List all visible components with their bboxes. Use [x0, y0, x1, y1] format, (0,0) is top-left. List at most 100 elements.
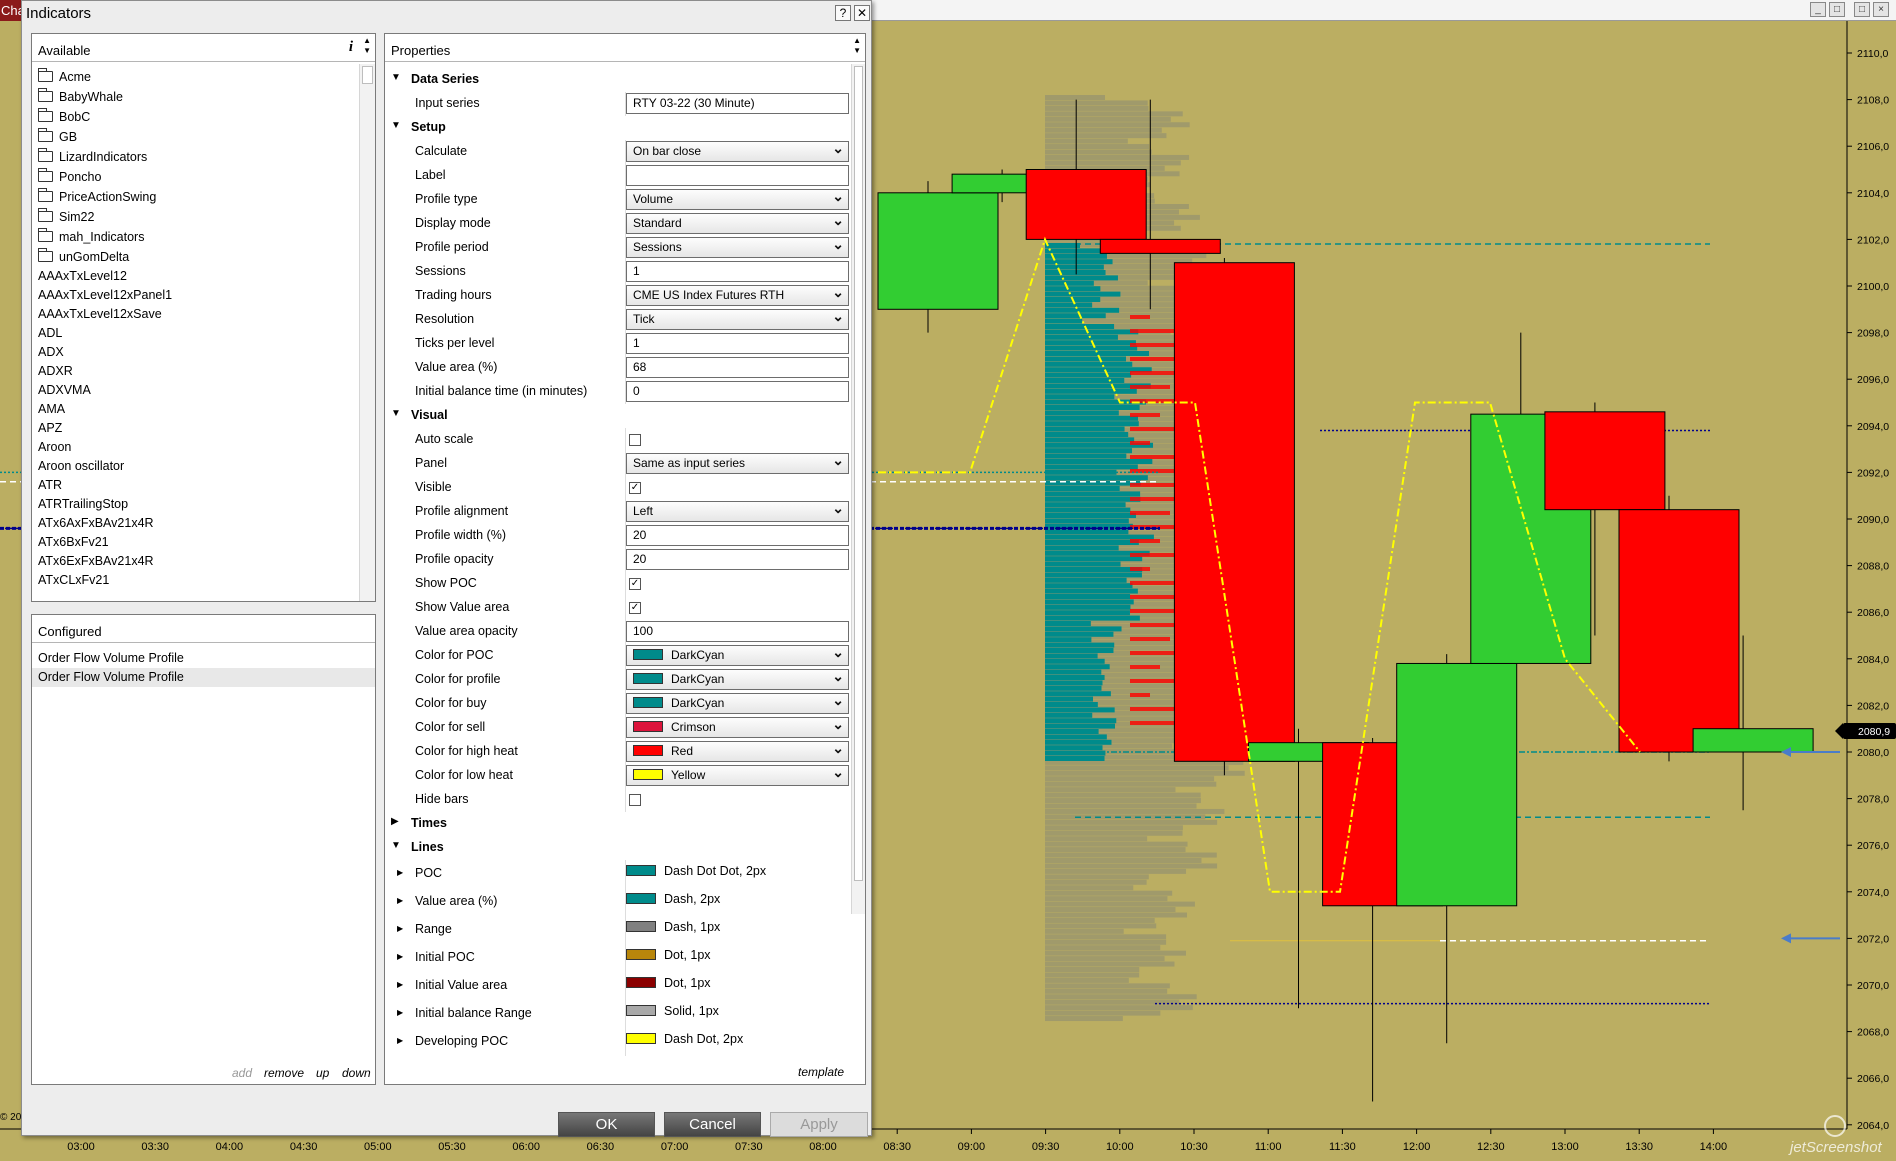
candle-body[interactable] — [1173, 262, 1295, 762]
property-checkbox[interactable] — [629, 434, 641, 446]
property-row[interactable]: Resolution Tick ⌄ — [389, 308, 849, 332]
line-style[interactable]: Dash Dot Dot, 2px — [626, 864, 766, 878]
candle-body[interactable] — [877, 192, 999, 310]
chart-tab[interactable]: Char — [0, 0, 26, 21]
folder-item[interactable]: BobC — [32, 107, 359, 127]
property-row[interactable]: Auto scale — [389, 428, 843, 452]
chevron-down-icon[interactable]: ⌄ — [832, 645, 844, 660]
chevron-down-icon[interactable]: ⌄ — [832, 285, 844, 300]
property-dropdown[interactable]: Tick ⌄ — [626, 309, 849, 330]
candle-body[interactable] — [1692, 728, 1814, 753]
candle-body[interactable] — [1396, 662, 1518, 907]
property-input[interactable]: 100 — [626, 621, 849, 642]
candle-body[interactable] — [1099, 238, 1221, 254]
chevron-down-icon[interactable]: ⌄ — [832, 669, 844, 684]
property-row[interactable]: Input series RTY 03-22 (30 Minute) — [389, 92, 849, 116]
property-dropdown[interactable]: Standard ⌄ — [626, 213, 849, 234]
property-row[interactable]: ▶ POC Dash Dot Dot, 2px — [389, 860, 843, 888]
line-style[interactable]: Dot, 1px — [626, 976, 711, 990]
property-input[interactable]: 1 — [626, 261, 849, 282]
property-row[interactable]: Color for sell Crimson ⌄ — [389, 716, 849, 740]
property-dropdown[interactable]: Crimson ⌄ — [626, 717, 849, 738]
help-icon[interactable]: ? — [835, 5, 851, 21]
collapsed-caret-icon[interactable]: ▶ — [397, 868, 404, 877]
property-row[interactable]: Profile alignment Left ⌄ — [389, 500, 849, 524]
property-row[interactable]: ▶ Value area (%) Dash, 2px — [389, 888, 843, 916]
indicator-item[interactable]: ATR — [38, 478, 63, 492]
property-row[interactable]: Profile opacity 20 — [389, 548, 849, 572]
property-row[interactable]: Ticks per level 1 — [389, 332, 849, 356]
property-row[interactable]: Show Value area ✓ — [389, 596, 843, 620]
property-dropdown[interactable]: Red ⌄ — [626, 741, 849, 762]
property-dropdown[interactable]: DarkCyan ⌄ — [626, 669, 849, 690]
folder-item[interactable]: BabyWhale — [32, 87, 359, 107]
property-row[interactable]: ▶ Range Dash, 1px — [389, 916, 843, 944]
property-dropdown[interactable]: Sessions ⌄ — [626, 237, 849, 258]
property-row[interactable]: Hide bars — [389, 788, 843, 812]
candle-body[interactable] — [1544, 411, 1666, 511]
sort-icon[interactable]: ▲ ▼ — [853, 36, 861, 55]
property-checkbox[interactable]: ✓ — [629, 578, 641, 590]
folder-item[interactable]: mah_Indicators — [32, 227, 359, 247]
property-dropdown[interactable]: Same as input series ⌄ — [626, 453, 849, 474]
category-row[interactable]: ▼ Setup — [389, 116, 843, 140]
folder-item[interactable]: Sim22 — [32, 207, 359, 227]
property-input[interactable]: 0 — [626, 381, 849, 402]
expanded-caret-icon[interactable]: ▼ — [391, 72, 401, 83]
chevron-down-icon[interactable]: ⌄ — [832, 453, 844, 468]
indicator-item[interactable]: AAAxTxLevel12xPanel1 — [38, 288, 173, 302]
folder-item[interactable]: GB — [32, 127, 359, 147]
property-row[interactable]: Value area (%) 68 — [389, 356, 849, 380]
chevron-down-icon[interactable]: ⌄ — [832, 237, 844, 252]
add-button[interactable]: add — [232, 1066, 253, 1080]
property-dropdown[interactable]: DarkCyan ⌄ — [626, 693, 849, 714]
property-checkbox[interactable] — [629, 794, 641, 806]
property-row[interactable]: Visible ✓ — [389, 476, 843, 500]
available-list[interactable]: Acme BabyWhale BobC GB LizardIndicators Ponch… — [32, 67, 359, 590]
chevron-down-icon[interactable]: ⌄ — [832, 501, 844, 516]
indicator-item[interactable]: AAAxTxLevel12 — [38, 269, 127, 283]
property-row[interactable]: ▶ Initial Value area Dot, 1px — [389, 972, 843, 1000]
property-input[interactable] — [626, 165, 849, 186]
property-row[interactable]: Color for high heat Red ⌄ — [389, 740, 849, 764]
property-checkbox[interactable]: ✓ — [629, 482, 641, 494]
property-row[interactable]: Profile period Sessions ⌄ — [389, 236, 849, 260]
chevron-down-icon[interactable]: ⌄ — [832, 741, 844, 756]
folder-item[interactable]: LizardIndicators — [32, 147, 359, 167]
close-icon[interactable]: ✕ — [854, 5, 870, 21]
scroll-thumb[interactable] — [362, 66, 373, 84]
line-style[interactable]: Solid, 1px — [626, 1004, 719, 1018]
property-row[interactable]: Display mode Standard ⌄ — [389, 212, 849, 236]
restore-icon[interactable]: □ — [1829, 2, 1845, 17]
expanded-caret-icon[interactable]: ▼ — [391, 840, 401, 851]
info-icon[interactable]: i — [348, 39, 353, 55]
property-checkbox[interactable]: ✓ — [629, 602, 641, 614]
property-row[interactable]: ▶ Developing POC Dash Dot, 2px — [389, 1028, 843, 1056]
cancel-button[interactable]: Cancel — [664, 1112, 761, 1137]
indicator-item[interactable]: ADL — [38, 326, 63, 340]
property-row[interactable]: ▶ Initial balance Range Solid, 1px — [389, 1000, 843, 1028]
indicator-item[interactable]: ADXVMA — [38, 383, 91, 397]
property-row[interactable]: Color for low heat Yellow ⌄ — [389, 764, 849, 788]
configured-item[interactable]: Order Flow Volume Profile — [32, 668, 375, 687]
chevron-down-icon[interactable]: ⌄ — [832, 309, 844, 324]
folder-item[interactable]: Acme — [32, 67, 359, 87]
chevron-down-icon[interactable]: ⌄ — [832, 189, 844, 204]
folder-item[interactable]: Poncho — [32, 167, 359, 187]
down-button[interactable]: down — [342, 1066, 371, 1080]
collapsed-caret-icon[interactable]: ▶ — [397, 1008, 404, 1017]
indicator-item[interactable]: Aroon — [38, 440, 72, 454]
chevron-down-icon[interactable]: ⌄ — [832, 765, 844, 780]
property-input[interactable]: 1 — [626, 333, 849, 354]
candle-body[interactable] — [1618, 509, 1740, 753]
scroll-thumb[interactable] — [854, 66, 863, 881]
folder-item[interactable]: unGomDelta — [32, 247, 359, 267]
category-row[interactable]: ▼ Lines — [389, 836, 843, 860]
remove-button[interactable]: remove — [264, 1066, 305, 1080]
chevron-down-icon[interactable]: ⌄ — [832, 693, 844, 708]
property-row[interactable]: Value area opacity 100 — [389, 620, 849, 644]
property-row[interactable]: Profile width (%) 20 — [389, 524, 849, 548]
folder-item[interactable]: PriceActionSwing — [32, 187, 359, 207]
collapsed-caret-icon[interactable]: ▶ — [397, 924, 404, 933]
